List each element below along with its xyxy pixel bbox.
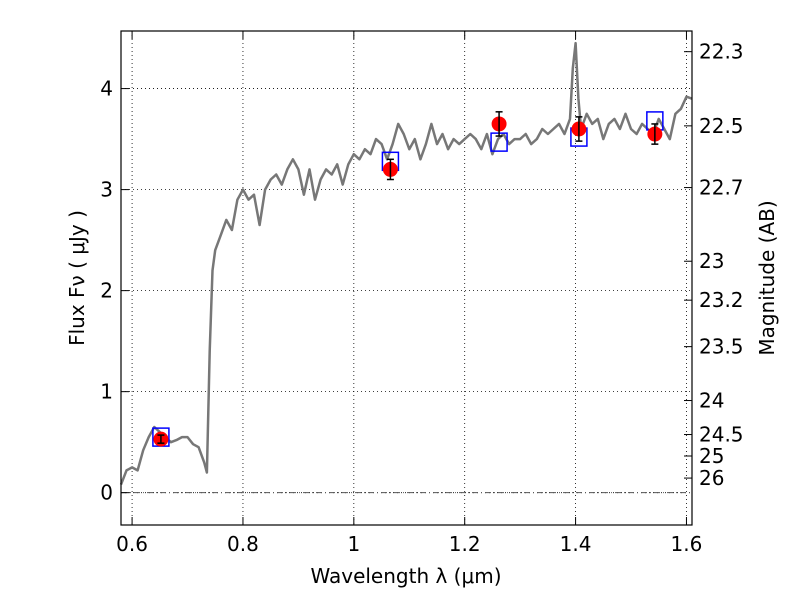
mag-tick-label: 22.5	[699, 114, 744, 138]
x-tick-label: 1.4	[560, 532, 592, 556]
plot-area	[119, 41, 693, 494]
mag-tick-label: 23.2	[699, 288, 744, 312]
y-axis-title-right: Magnitude (AB)	[755, 200, 779, 355]
y-tick-label: 1	[100, 380, 113, 404]
y-axis-title-left: Flux Fν ( μJy )	[65, 210, 89, 346]
mag-tick-label: 25	[699, 444, 724, 468]
y-tick-label: 0	[100, 481, 113, 505]
x-tick-label: 0.6	[116, 532, 148, 556]
y-tick-label: 2	[100, 279, 113, 303]
mag-tick-label: 23.5	[699, 335, 744, 359]
x-tick-label: 1.6	[671, 532, 703, 556]
mag-tick-label: 26	[699, 466, 724, 490]
y-tick-label: 4	[100, 77, 113, 101]
plot-frame	[120, 30, 693, 526]
x-tick-label: 1.2	[449, 532, 481, 556]
x-tick-label: 1	[347, 532, 360, 556]
x-axis-title: Wavelength λ (μm)	[310, 564, 501, 588]
y-tick-label: 3	[100, 178, 113, 202]
x-tick-label: 0.8	[227, 532, 259, 556]
mag-tick-label: 24.5	[699, 423, 744, 447]
mag-tick-label: 22.3	[699, 40, 744, 64]
spectrum-line	[119, 41, 693, 486]
mag-tick-label: 23	[699, 249, 724, 273]
axis-ticks: 0.6 0.8 1 1.2 1.4 1.60123422.322.522.72323.22…	[100, 31, 744, 556]
mag-tick-label: 22.7	[699, 176, 744, 200]
mag-tick-label: 24	[699, 389, 724, 413]
